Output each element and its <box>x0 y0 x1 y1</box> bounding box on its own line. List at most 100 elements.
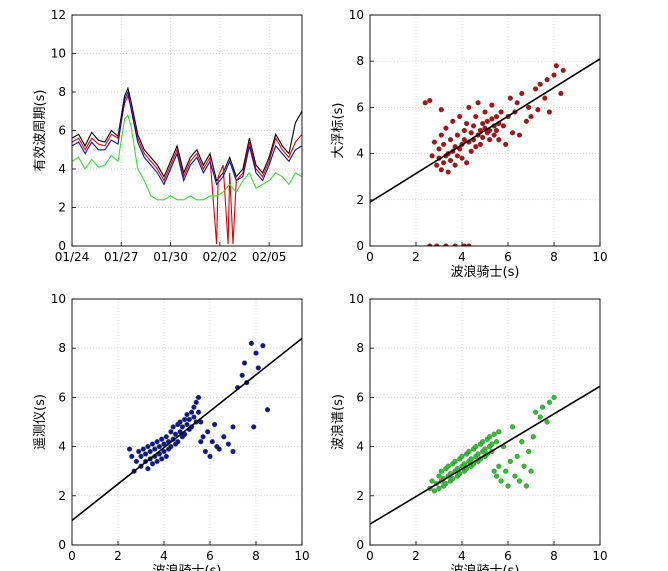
panel4-scatter-point <box>468 456 474 462</box>
panel3-x-tick-label: 8 <box>252 549 260 563</box>
panel3-scatter-point <box>175 439 181 445</box>
panel3-scatter-point <box>241 360 248 366</box>
panel3-scatter-point <box>205 429 211 435</box>
panel2-scatter-point <box>514 100 520 106</box>
panel2-scatter-point <box>434 162 440 168</box>
panel2-scatter-point <box>533 86 539 92</box>
panel3-scatter-point <box>198 419 204 425</box>
panel4-scatter-point <box>466 448 472 455</box>
panel2-scatter-point <box>528 114 534 120</box>
panel2-scatter-point <box>438 107 444 113</box>
panel3-y-tick-label: 8 <box>58 341 66 355</box>
panel1-y-tick-label: 2 <box>58 201 66 215</box>
panel2-scatter-point <box>452 162 458 168</box>
panel1-x-tick-label: 02/05 <box>252 250 287 264</box>
panel2-scatter-point <box>441 141 447 147</box>
panel1-y-tick-label: 10 <box>51 47 66 61</box>
panel2-scatter-point <box>473 144 479 150</box>
panel4-x-tick-label: 6 <box>504 549 512 563</box>
panel3-scatter-point <box>212 421 218 428</box>
panel2-y-tick-label: 0 <box>356 239 364 253</box>
panel3-scatter-point <box>143 451 149 457</box>
panel2-scatter-point <box>519 90 525 97</box>
panel2-scatter-point <box>461 127 467 134</box>
panel3-y-tick-label: 0 <box>58 538 66 552</box>
panel4-scatter-point <box>491 431 497 437</box>
panel3-scatter-point <box>154 458 160 464</box>
panel4-scatter-point <box>551 394 557 400</box>
panel2-scatter-point <box>429 153 435 159</box>
panel4-scatter-point <box>526 448 532 455</box>
panel4-scatter-point <box>510 424 516 430</box>
panel3-scatter-point <box>193 399 199 405</box>
panel4-x-tick-label: 10 <box>592 549 607 563</box>
panel2-scatter-point <box>498 109 504 115</box>
panel4-scatter-point <box>530 434 536 440</box>
panel4-y-tick-label: 10 <box>349 292 364 306</box>
panel3-x-axis-label: 波浪骑士(s) <box>153 564 222 571</box>
panel3-scatter-point <box>195 394 202 400</box>
panel4-scatter-point <box>459 453 465 459</box>
panel3-scatter-point <box>200 434 206 440</box>
panel2-scatter-point <box>500 123 506 129</box>
panel4-y-tick-label: 4 <box>356 440 364 454</box>
panel2-scatter-point <box>480 134 486 140</box>
panel2-scatter-point <box>523 118 529 124</box>
panel3-x-tick-label: 2 <box>114 549 122 563</box>
panel4-y-tick-label: 6 <box>356 390 364 404</box>
panel2-scatter-point <box>470 123 477 129</box>
panel4-y-tick-label: 2 <box>356 489 364 503</box>
panel2-scatter-point <box>447 157 454 164</box>
panel4-scatter-point <box>507 458 513 464</box>
panel4-scatter-point <box>482 446 488 452</box>
panel2-scatter-point <box>473 114 479 120</box>
panel4-scatter-point <box>473 444 479 450</box>
panel2-scatter-point <box>445 169 451 175</box>
panel3-scatter-point <box>152 446 158 452</box>
panel2-y-tick-label: 10 <box>349 8 364 22</box>
panel3-scatter-point <box>253 350 259 356</box>
panel4-scatter-point <box>521 463 527 469</box>
panel3-scatter-point <box>145 466 151 472</box>
panel1-y-axis-label: 有效波周期(s) <box>33 90 48 172</box>
panel4-axes-frame <box>369 298 601 546</box>
panel3-scatter-point <box>156 444 162 450</box>
panel4-fit-line <box>370 385 600 525</box>
panel3-scatter-point <box>161 441 167 447</box>
panel4-scatter-point <box>475 451 481 457</box>
panel3-scatter-point <box>184 412 190 418</box>
panel2-scatter-point <box>560 67 566 73</box>
panel2-scatter-point <box>510 130 516 136</box>
panel3-scatter-point <box>161 448 167 455</box>
buoy-scatter-panel: 0 2 4 6 8 10 0 2 4 6 8 10 波浪骑士(s) 大浮标(s) <box>331 8 608 280</box>
panel4-scatter-point <box>445 463 451 469</box>
panel4-x-tick-label: 0 <box>366 549 374 563</box>
panel2-scatter-point <box>493 114 500 120</box>
panel3-scatter-point <box>136 448 142 455</box>
panel3-axes-frame <box>71 298 303 546</box>
panel3-scatter-point <box>230 448 236 455</box>
panel4-scatter-point <box>505 483 511 489</box>
telemetry-scatter-panel: 0 2 4 6 8 10 0 2 4 6 8 10 波浪骑士(s) 遥测仪(s) <box>33 292 310 571</box>
panel4-scatter-point <box>457 471 463 477</box>
panel3-y-axis-label: 遥测仪(s) <box>33 394 48 450</box>
panel3-scatter-point <box>239 372 245 378</box>
panel1-x-tick-label: 02/02 <box>203 250 238 264</box>
panel3-x-tick-label: 0 <box>68 549 76 563</box>
panel1-y-tick-label: 8 <box>58 85 66 99</box>
panel3-scatter-point <box>133 458 139 464</box>
panel4-scatter-point <box>539 404 546 410</box>
panel3-scatter-point <box>179 424 185 430</box>
panel4-scatter-point <box>431 488 437 494</box>
panel3-y-tick-label: 2 <box>58 489 66 503</box>
panel2-scatter-point <box>493 127 500 134</box>
panel2-x-tick-label: 6 <box>504 250 512 264</box>
panel2-scatter-point <box>452 243 458 246</box>
panel4-scatter-point <box>496 463 502 469</box>
panel3-scatter-point <box>163 453 169 459</box>
panel4-y-axis-label: 波浪谱(s) <box>331 394 346 450</box>
panel1-x-tick-label: 01/30 <box>153 250 188 264</box>
panel3-scatter-point <box>172 431 179 437</box>
panel2-scatter-point <box>431 139 437 145</box>
